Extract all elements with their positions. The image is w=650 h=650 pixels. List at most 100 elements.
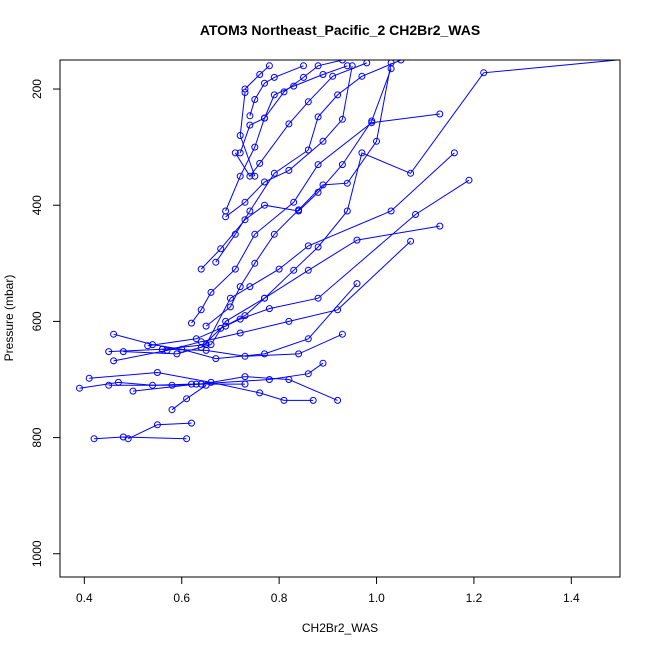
y-axis-label: Pressure (mbar): [2, 275, 16, 362]
data-point: [231, 265, 239, 273]
data-point: [314, 243, 322, 251]
data-point: [105, 348, 113, 356]
data-point: [343, 179, 351, 187]
x-axis-label: CH2Br2_WAS: [302, 621, 378, 635]
data-point: [280, 396, 288, 404]
x-axis: 0.4 0.6 0.8 1.0 1.2 1.4: [76, 576, 580, 605]
data-point: [343, 62, 351, 70]
x-tick-label: 1.0: [368, 591, 385, 605]
data-point: [338, 161, 346, 169]
x-tick-label: 1.2: [466, 591, 483, 605]
data-point: [207, 341, 215, 349]
data-point: [197, 265, 205, 273]
series-line: [239, 92, 256, 177]
data-point: [314, 161, 322, 169]
series-line: [249, 65, 304, 116]
data-point: [314, 188, 322, 196]
data-point: [368, 117, 376, 125]
y-tick-label: 200: [30, 79, 44, 99]
series-line: [205, 62, 392, 327]
data-point: [275, 265, 283, 273]
series-16: [202, 60, 395, 330]
data-point: [110, 357, 118, 365]
series-line: [108, 376, 338, 401]
series-22: [236, 62, 351, 157]
data-point: [207, 288, 215, 296]
series-line: [191, 113, 440, 324]
series-21: [231, 60, 371, 180]
data-point: [334, 396, 342, 404]
data-point: [217, 245, 225, 253]
data-point: [319, 181, 327, 189]
data-point: [265, 62, 273, 70]
data-point: [304, 266, 312, 274]
plot-frame: [59, 59, 621, 578]
data-point: [222, 207, 230, 215]
series-line: [147, 179, 470, 347]
data-point: [236, 132, 244, 139]
data-point: [236, 283, 244, 291]
data-point: [241, 216, 249, 224]
data-point: [261, 201, 268, 209]
series-3: [168, 381, 210, 414]
data-point: [241, 85, 249, 93]
series-line: [215, 60, 402, 263]
data-point: [295, 207, 303, 215]
data-point: [290, 198, 298, 206]
series-5: [85, 369, 317, 404]
data-point: [236, 315, 244, 323]
data-point: [246, 207, 254, 215]
data-point: [300, 73, 307, 81]
data-point: [236, 172, 244, 180]
data-point: [334, 306, 342, 314]
data-point: [76, 384, 83, 392]
data-point: [188, 419, 195, 427]
data-point: [261, 114, 268, 122]
data-point: [480, 69, 488, 77]
data-point: [202, 322, 210, 330]
data-point: [90, 435, 98, 443]
series-line: [234, 62, 367, 178]
series-15: [197, 60, 620, 351]
data-point: [231, 230, 239, 238]
data-point: [285, 120, 293, 128]
data-point: [153, 421, 161, 429]
data-point: [153, 369, 161, 376]
y-tick-label: 800: [30, 427, 44, 447]
series-12: [144, 176, 473, 350]
data-point: [285, 317, 293, 325]
data-point: [129, 387, 137, 395]
y-tick-label: 400: [30, 195, 44, 215]
data-point: [119, 433, 127, 441]
data-point: [319, 359, 327, 367]
series-line: [94, 436, 187, 440]
data-point: [358, 149, 366, 157]
data-point: [304, 335, 312, 343]
data-point: [343, 207, 351, 215]
series-line: [123, 225, 440, 355]
x-tick-label: 0.6: [173, 591, 190, 605]
series-25: [236, 89, 259, 180]
data-point: [173, 350, 181, 358]
series-line: [113, 240, 411, 362]
data-point: [256, 159, 264, 167]
series-24: [246, 62, 307, 120]
data-point: [168, 381, 176, 389]
data-point: [251, 96, 259, 103]
x-tick-label: 0.4: [76, 591, 93, 605]
data-point: [105, 381, 113, 389]
data-point: [192, 335, 200, 343]
data-point: [314, 113, 322, 121]
data-point: [265, 376, 273, 383]
data-point: [188, 319, 195, 327]
data-point: [353, 236, 361, 244]
data-point: [407, 169, 415, 177]
data-point: [338, 115, 346, 123]
series-18: [212, 60, 405, 266]
data-point: [295, 350, 303, 358]
data-point: [197, 306, 205, 314]
data-point: [270, 169, 278, 177]
series-19: [222, 62, 356, 221]
data-point: [304, 98, 312, 106]
